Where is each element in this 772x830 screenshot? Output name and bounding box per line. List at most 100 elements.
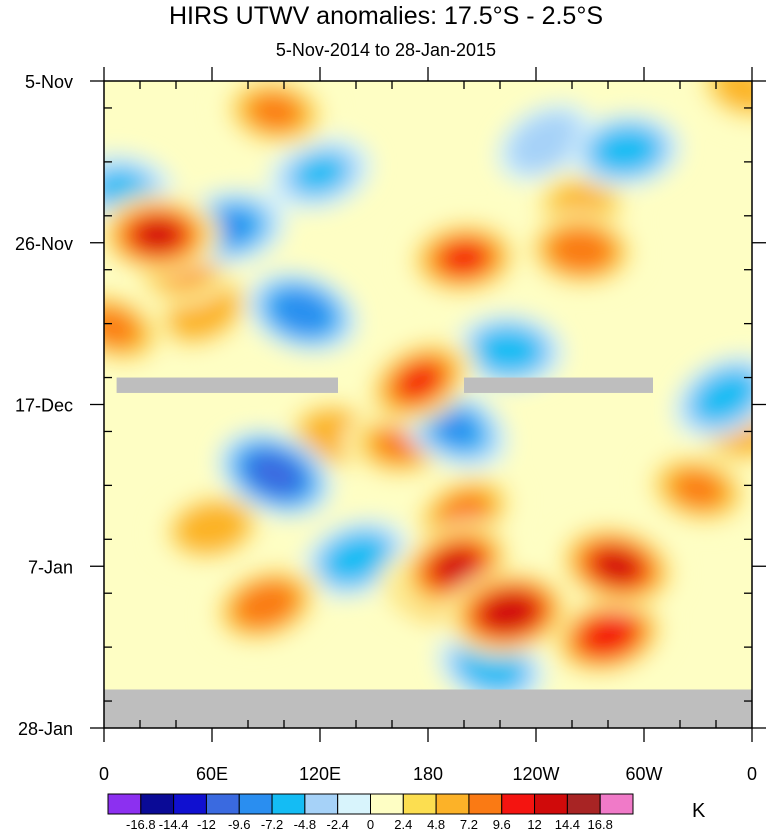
x-tick-label: 180 [413, 764, 443, 784]
colorbar-tick-label: 14.4 [555, 817, 580, 830]
colorbar-tick-label: -16.8 [126, 817, 156, 830]
anomaly-contour [332, 540, 380, 577]
anomaly-contour [586, 619, 630, 652]
anomaly-contour [104, 309, 137, 346]
colorbar-swatch [173, 793, 207, 815]
anomaly-contour [250, 94, 300, 130]
anomaly-cell [554, 522, 680, 611]
colorbar-swatch [501, 793, 536, 815]
colorbar-swatch [107, 793, 142, 815]
chart-title: HIRS UTWV anomalies: 17.5°S - 2.5°S [168, 2, 604, 30]
anomaly-contour [433, 549, 477, 583]
y-tick-label: 7-Jan [28, 557, 73, 577]
colorbar-swatch [271, 793, 306, 815]
colorbar-swatch [566, 793, 601, 815]
anomaly-field [104, 81, 752, 706]
y-tick-label: 17-Dec [15, 396, 73, 416]
colorbar-swatch [370, 793, 404, 815]
anomaly-contour [595, 550, 639, 583]
colorbar-swatch [238, 793, 273, 815]
colorbar [107, 793, 634, 815]
colorbar-swatch [534, 793, 568, 815]
anomaly-cell [208, 563, 324, 647]
anomaly-contour [558, 234, 604, 267]
anomaly-cell [244, 270, 360, 354]
colorbar-tick-label: 4.8 [427, 817, 445, 830]
colorbar-tick-label: -14.4 [159, 817, 189, 830]
anomaly-cell [689, 81, 752, 129]
chart-subtitle: 5-Nov-2014 to 28-Jan-2015 [275, 40, 497, 60]
anomaly-cell [547, 593, 669, 678]
anomaly-contour [484, 333, 534, 368]
anomaly-contour [397, 363, 441, 400]
x-tick-label: 60W [625, 764, 662, 784]
missing-data-band [104, 689, 752, 728]
colorbar-tick-label: 2.4 [394, 817, 412, 830]
colorbar-tick-label: 0 [367, 817, 374, 830]
anomaly-cell [104, 285, 169, 370]
anomaly-cell [444, 568, 574, 657]
anomaly-contour [466, 648, 516, 685]
anomaly-contour [431, 408, 479, 447]
colorbar-tick-label: 9.6 [493, 817, 511, 830]
colorbar-tick-label: 16.8 [588, 817, 613, 830]
anomaly-contour [601, 133, 651, 168]
x-tick-label: 60E [196, 764, 228, 784]
anomaly-contour [135, 219, 181, 251]
colorbar-unit-label: K [692, 800, 706, 822]
colorbar-tick-label: -12 [197, 817, 216, 830]
anomaly-cell [404, 217, 524, 299]
x-tick-label: 0 [99, 764, 109, 784]
colorbar-tick-label: -9.6 [228, 817, 250, 830]
anomaly-contour [519, 121, 571, 164]
colorbar-tick-label: -2.4 [326, 817, 348, 830]
axis-ticks [90, 67, 766, 742]
missing-data-band [464, 377, 653, 393]
anomaly-contour [440, 242, 488, 275]
anomaly-contour [487, 597, 531, 628]
y-axis-labels: 5-Nov 26-Nov 17-Dec 7-Jan 28-Jan [15, 72, 73, 739]
colorbar-tick-label: -7.2 [261, 817, 283, 830]
anomaly-cell [267, 135, 373, 212]
x-axis-labels: 0 60E 120E 180 120W 60W 0 [99, 764, 757, 784]
anomaly-contour [716, 81, 752, 109]
x-tick-label: 120W [512, 764, 559, 784]
colorbar-swatch [304, 793, 339, 815]
anomaly-cell [217, 81, 333, 151]
anomaly-cell [452, 312, 566, 389]
colorbar-swatch [402, 793, 437, 815]
anomaly-contour [243, 588, 289, 622]
anomaly-cell [216, 429, 334, 519]
anomaly-cell [104, 193, 221, 277]
y-tick-label: 5-Nov [25, 72, 73, 92]
colorbar-swatch [599, 793, 634, 815]
anomaly-contour [293, 153, 347, 193]
anomaly-contour [279, 295, 325, 329]
colorbar-tick-label: 7.2 [460, 817, 478, 830]
anomaly-contour [253, 457, 296, 491]
anomaly-cell [641, 449, 752, 529]
colorbar-swatch [435, 793, 470, 815]
colorbar-tick-label: -4.8 [294, 817, 316, 830]
y-tick-label: 26-Nov [15, 234, 73, 254]
x-tick-label: 0 [747, 764, 757, 784]
colorbar-swatch [140, 793, 175, 815]
missing-data-layer [104, 377, 752, 728]
anomaly-cell [156, 489, 268, 567]
anomaly-cell [496, 102, 595, 183]
colorbar-swatch [205, 793, 240, 815]
anomaly-contour [701, 377, 749, 416]
colorbar-swatch [468, 793, 503, 815]
missing-data-band [116, 377, 338, 393]
anomaly-cell [569, 112, 683, 189]
anomaly-cell [522, 211, 640, 290]
anomaly-contour [187, 510, 237, 545]
x-tick-label: 120E [299, 764, 341, 784]
colorbar-swatch [337, 793, 371, 815]
anomaly-cell [362, 336, 476, 427]
y-tick-label: 28-Jan [18, 719, 73, 739]
colorbar-tick-label: 12 [527, 817, 541, 830]
colorbar-labels: -16.8 -14.4 -12 -9.6 -7.2 -4.8 -2.4 0 2.4 4.8 7.2 9… [126, 817, 613, 830]
anomaly-contour [673, 471, 723, 507]
